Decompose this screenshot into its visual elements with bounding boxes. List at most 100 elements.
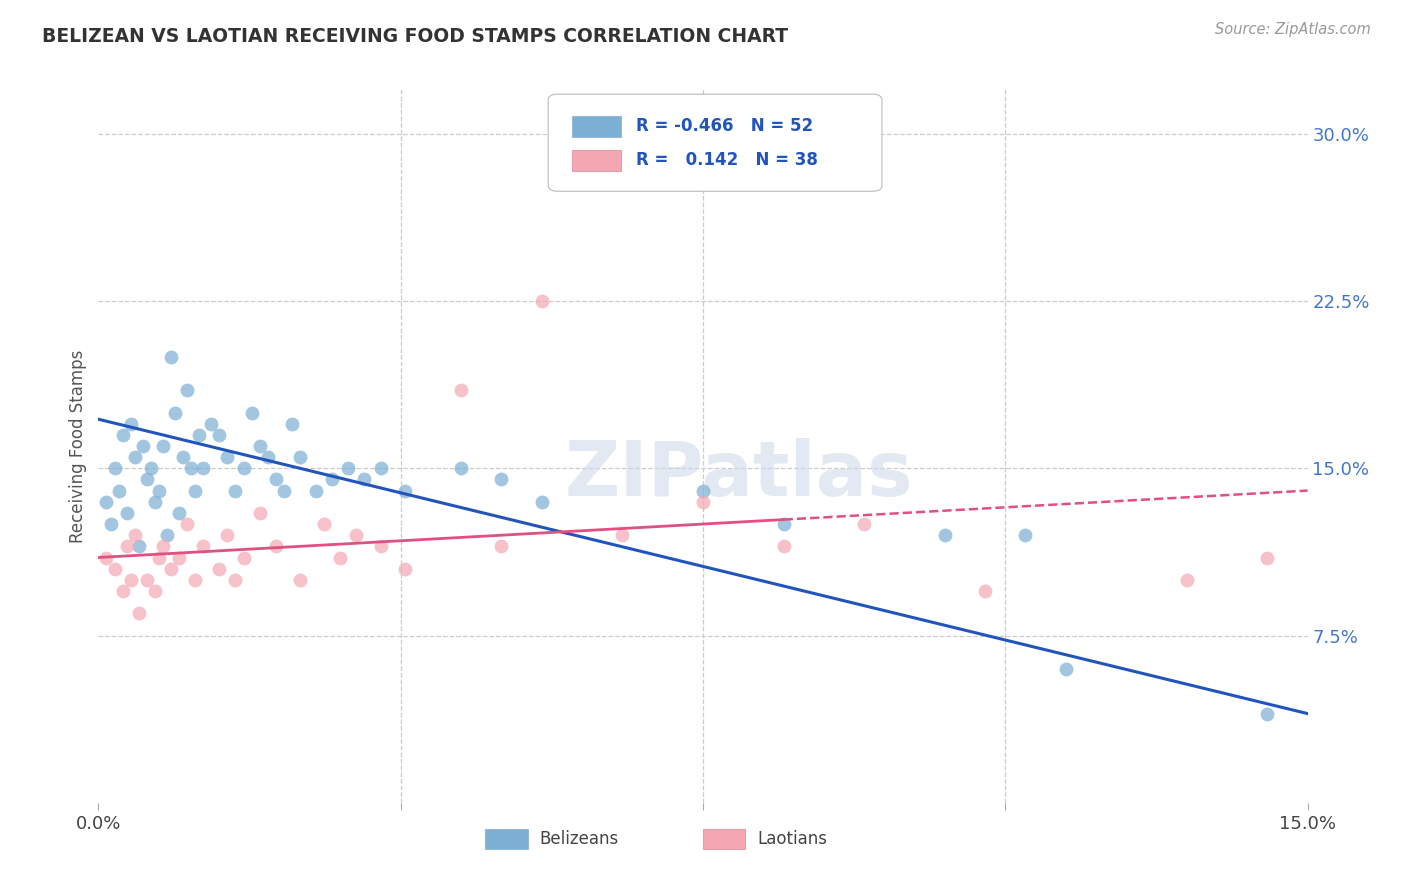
Point bbox=[124, 528, 146, 542]
Point bbox=[530, 293, 553, 308]
Point bbox=[692, 494, 714, 508]
Point bbox=[143, 583, 166, 598]
Point bbox=[148, 550, 170, 565]
Point bbox=[200, 417, 222, 431]
Point bbox=[1014, 528, 1036, 542]
Point bbox=[224, 483, 246, 498]
Text: Belizeans: Belizeans bbox=[540, 830, 619, 848]
Point bbox=[217, 450, 239, 464]
Point bbox=[152, 439, 174, 453]
Point bbox=[193, 461, 215, 475]
Point bbox=[167, 506, 190, 520]
Point bbox=[139, 461, 162, 475]
Point bbox=[132, 439, 155, 453]
Text: Source: ZipAtlas.com: Source: ZipAtlas.com bbox=[1215, 22, 1371, 37]
Point bbox=[1256, 706, 1278, 721]
Point bbox=[450, 461, 472, 475]
Point bbox=[974, 583, 997, 598]
Point bbox=[264, 539, 287, 553]
FancyBboxPatch shape bbox=[703, 830, 745, 849]
Point bbox=[167, 550, 190, 565]
Point bbox=[329, 550, 352, 565]
Point bbox=[115, 506, 138, 520]
Point bbox=[224, 573, 246, 587]
Text: Laotians: Laotians bbox=[758, 830, 827, 848]
Point bbox=[273, 483, 295, 498]
Point bbox=[612, 528, 634, 542]
Point bbox=[288, 450, 311, 464]
FancyBboxPatch shape bbox=[485, 830, 527, 849]
Point bbox=[96, 494, 118, 508]
Point bbox=[184, 483, 207, 498]
FancyBboxPatch shape bbox=[548, 95, 882, 191]
Point bbox=[394, 483, 416, 498]
Y-axis label: Receiving Food Stamps: Receiving Food Stamps bbox=[69, 350, 87, 542]
Point bbox=[156, 528, 179, 542]
Text: BELIZEAN VS LAOTIAN RECEIVING FOOD STAMPS CORRELATION CHART: BELIZEAN VS LAOTIAN RECEIVING FOOD STAMP… bbox=[42, 27, 789, 45]
Point bbox=[240, 405, 263, 419]
Point bbox=[256, 450, 278, 464]
Point bbox=[193, 539, 215, 553]
Point bbox=[172, 450, 194, 464]
Point bbox=[180, 461, 202, 475]
Text: ZIPatlas: ZIPatlas bbox=[565, 438, 914, 511]
Point bbox=[450, 384, 472, 398]
Point bbox=[288, 573, 311, 587]
Point bbox=[124, 450, 146, 464]
Text: R = -0.466   N = 52: R = -0.466 N = 52 bbox=[637, 117, 814, 135]
Point bbox=[148, 483, 170, 498]
Point bbox=[120, 417, 142, 431]
Point bbox=[107, 483, 129, 498]
Point bbox=[491, 539, 513, 553]
Point bbox=[232, 550, 254, 565]
Point bbox=[217, 528, 239, 542]
Point bbox=[135, 573, 157, 587]
Point bbox=[111, 583, 134, 598]
Point bbox=[314, 516, 336, 531]
Point bbox=[208, 427, 231, 442]
Point bbox=[281, 417, 304, 431]
Point bbox=[1175, 573, 1198, 587]
Point bbox=[321, 472, 343, 486]
Point bbox=[1256, 550, 1278, 565]
Point bbox=[160, 562, 183, 576]
Point bbox=[853, 516, 876, 531]
Point bbox=[370, 461, 392, 475]
Point bbox=[232, 461, 254, 475]
Point bbox=[692, 483, 714, 498]
Point bbox=[103, 461, 125, 475]
FancyBboxPatch shape bbox=[572, 116, 621, 137]
Point bbox=[160, 350, 183, 364]
Point bbox=[208, 562, 231, 576]
Point bbox=[163, 405, 186, 419]
Point bbox=[1054, 662, 1077, 676]
Point bbox=[249, 506, 271, 520]
Point bbox=[772, 539, 794, 553]
Point bbox=[96, 550, 118, 565]
Point bbox=[305, 483, 328, 498]
Point bbox=[128, 539, 150, 553]
Point bbox=[115, 539, 138, 553]
Point bbox=[934, 528, 956, 542]
Point bbox=[184, 573, 207, 587]
Point bbox=[100, 516, 122, 531]
Point bbox=[394, 562, 416, 576]
Point bbox=[188, 427, 211, 442]
Point bbox=[772, 516, 794, 531]
Point bbox=[370, 539, 392, 553]
Point bbox=[120, 573, 142, 587]
Point bbox=[491, 472, 513, 486]
Point bbox=[135, 472, 157, 486]
Point bbox=[344, 528, 367, 542]
Point bbox=[143, 494, 166, 508]
Point bbox=[176, 516, 198, 531]
Point bbox=[176, 384, 198, 398]
Point bbox=[128, 607, 150, 621]
Point bbox=[152, 539, 174, 553]
Point bbox=[111, 427, 134, 442]
Point bbox=[264, 472, 287, 486]
Text: R =   0.142   N = 38: R = 0.142 N = 38 bbox=[637, 151, 818, 169]
Point bbox=[353, 472, 375, 486]
Point bbox=[337, 461, 360, 475]
Point bbox=[530, 494, 553, 508]
